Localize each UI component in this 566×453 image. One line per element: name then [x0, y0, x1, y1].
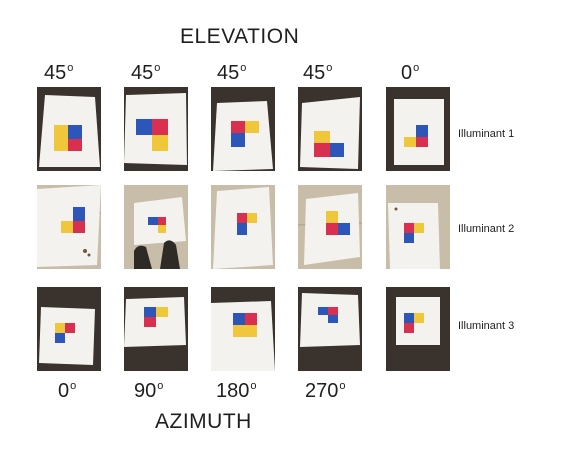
photo-illuminant1-az270 — [298, 87, 362, 171]
photo-illuminant1-az180 — [211, 87, 275, 171]
photo-illuminant2-az90 — [124, 185, 188, 269]
azimuth-title: AZIMUTH — [155, 410, 252, 433]
photo-illuminant3-az90 — [124, 287, 188, 371]
azimuth-angle-4: 270o — [305, 380, 346, 402]
photo-illuminant3-el0 — [386, 287, 450, 371]
elevation-angle-5: 0o — [401, 62, 420, 84]
illuminant-1-label: Illuminant 1 — [458, 128, 515, 140]
elevation-angle-4: 45o — [303, 62, 333, 84]
photo-illuminant2-az0 — [37, 185, 101, 269]
photo-illuminant2-az270 — [298, 185, 362, 269]
elevation-angle-3: 45o — [217, 62, 247, 84]
photo-illuminant1-az0 — [37, 87, 101, 171]
photo-illuminant2-az180 — [211, 185, 275, 269]
elevation-angle-1: 45o — [44, 62, 74, 84]
azimuth-angle-1: 0o — [58, 380, 77, 402]
photo-illuminant1-el0 — [386, 87, 450, 171]
photo-illuminant3-az0 — [37, 287, 101, 371]
illuminant-2-label: Illuminant 2 — [458, 223, 515, 235]
azimuth-angle-3: 180o — [216, 380, 257, 402]
azimuth-angle-2: 90o — [134, 380, 164, 402]
photo-illuminant3-az180 — [211, 287, 275, 371]
elevation-title: ELEVATION — [180, 25, 300, 48]
photo-illuminant3-az270 — [298, 287, 362, 371]
photo-illuminant2-el0 — [386, 185, 450, 269]
illuminant-3-label: Illuminant 3 — [458, 320, 515, 332]
elevation-angle-2: 45o — [131, 62, 161, 84]
photo-illuminant1-az90 — [124, 87, 188, 171]
